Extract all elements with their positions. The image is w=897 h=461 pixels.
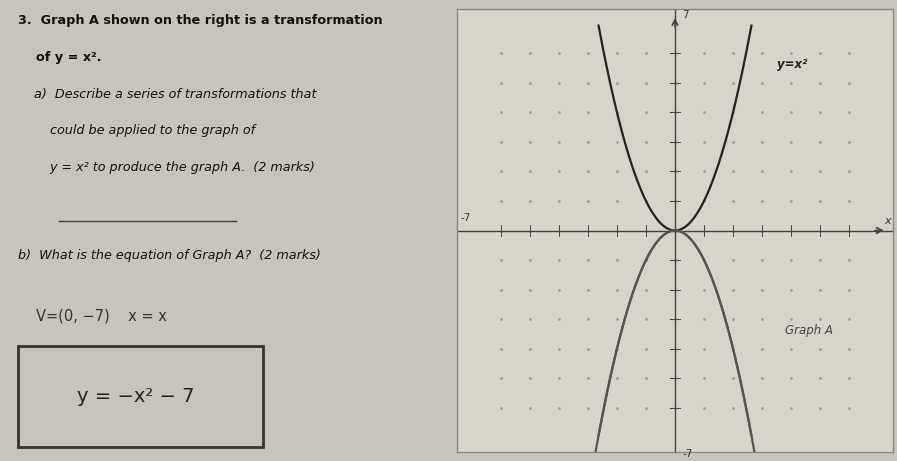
Text: x: x <box>884 216 891 226</box>
Text: y=x²: y=x² <box>777 58 806 71</box>
FancyBboxPatch shape <box>18 346 263 447</box>
Text: -7: -7 <box>683 449 692 459</box>
Text: y = x² to produce the graph A.  (2 marks): y = x² to produce the graph A. (2 marks) <box>18 161 315 174</box>
Text: b)  What is the equation of Graph A?  (2 marks): b) What is the equation of Graph A? (2 m… <box>18 249 321 262</box>
Text: Graph A: Graph A <box>785 324 833 337</box>
Text: y = −x² − 7: y = −x² − 7 <box>77 387 195 406</box>
Text: could be applied to the graph of: could be applied to the graph of <box>18 124 256 137</box>
Text: 7: 7 <box>683 10 689 19</box>
Text: a)  Describe a series of transformations that: a) Describe a series of transformations … <box>18 88 317 100</box>
Text: V=(0, −7)    x = x: V=(0, −7) x = x <box>36 309 167 324</box>
Text: -7: -7 <box>460 213 471 223</box>
Text: of y = x².: of y = x². <box>18 51 101 64</box>
Text: 3.  Graph A shown on the right is a transformation: 3. Graph A shown on the right is a trans… <box>18 14 383 27</box>
